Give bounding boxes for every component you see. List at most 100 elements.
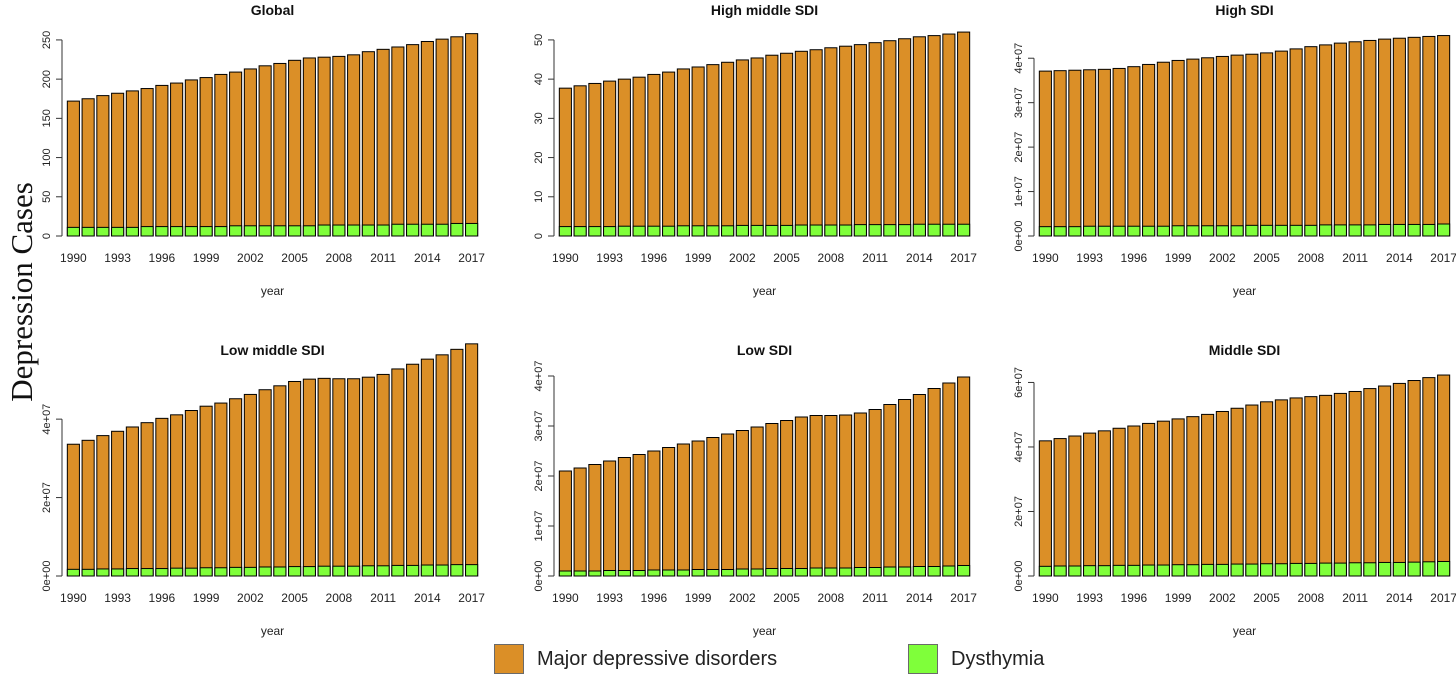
bar-major-2000 <box>706 64 720 237</box>
bar-dysthymia-2007 <box>809 224 823 237</box>
x-axis-label: year <box>1233 624 1256 638</box>
bar-dysthymia-2001 <box>229 225 243 237</box>
bar-major-2010 <box>853 44 867 237</box>
bar-dysthymia-2013 <box>406 223 420 237</box>
bar-dysthymia-1992 <box>1068 226 1082 237</box>
x-tick-label: 1999 <box>193 251 220 265</box>
bar-dysthymia-2008 <box>332 224 346 237</box>
bar-major-2001 <box>229 398 243 577</box>
bar-major-1993 <box>111 92 125 237</box>
bar-major-1999 <box>691 66 705 237</box>
bar-major-2013 <box>1378 385 1392 577</box>
bar-major-1998 <box>676 68 690 237</box>
bar-dysthymia-2011 <box>376 565 390 577</box>
bar-major-2004 <box>1245 404 1259 577</box>
bar-major-2005 <box>1260 401 1274 577</box>
bar-major-2010 <box>361 376 375 577</box>
x-tick-label: 1990 <box>1032 251 1059 265</box>
bar-major-2012 <box>883 404 897 577</box>
y-tick-label: 1e+07 <box>1013 176 1025 207</box>
bar-dysthymia-1996 <box>155 226 169 237</box>
bar-dysthymia-1990 <box>558 226 572 237</box>
y-tick-label: 2e+07 <box>1013 132 1025 163</box>
x-tick-label: 1996 <box>1121 591 1148 605</box>
bar-major-1992 <box>1068 69 1082 237</box>
bar-dysthymia-2010 <box>361 565 375 577</box>
bar-major-2006 <box>1274 399 1288 577</box>
bar-dysthymia-2015 <box>927 566 941 577</box>
bar-dysthymia-2013 <box>1378 561 1392 577</box>
bar-dysthymia-2014 <box>420 223 434 237</box>
bar-major-2007 <box>317 56 331 237</box>
x-tick-label: 2017 <box>950 591 977 605</box>
legend-swatch-dysthymia <box>908 644 938 674</box>
bar-major-1997 <box>170 82 184 237</box>
bar-major-2010 <box>1333 392 1347 577</box>
bar-dysthymia-2010 <box>853 224 867 237</box>
bar-dysthymia-1994 <box>617 570 631 577</box>
bar-dysthymia-2002 <box>1215 225 1229 237</box>
bar-major-1994 <box>1097 68 1111 237</box>
bar-major-1990 <box>1038 70 1052 237</box>
bar-major-2014 <box>420 358 434 577</box>
bar-dysthymia-2015 <box>927 223 941 237</box>
x-tick-label: 1993 <box>596 591 623 605</box>
bar-major-2011 <box>1348 41 1362 237</box>
chart-global-svg: Global 0 50 100 150 200 250 1990 1993 1996 1999 200… <box>41 2 485 298</box>
bar-dysthymia-2003 <box>258 225 272 237</box>
chart-panel-low-sdi: Low SDI 0e+00 1e+07 2e+07 3e+07 4e+07 1990 1993… <box>510 340 990 670</box>
bar-dysthymia-2009 <box>347 224 361 237</box>
x-axis-label: year <box>261 284 284 298</box>
x-tick-label: 1999 <box>1165 591 1192 605</box>
bar-dysthymia-2000 <box>706 225 720 237</box>
bar-major-2008 <box>824 415 838 577</box>
bar-dysthymia-1990 <box>1038 226 1052 237</box>
bar-major-2008 <box>824 47 838 237</box>
bar-dysthymia-2007 <box>317 224 331 237</box>
x-tick-label: 1993 <box>104 251 131 265</box>
bar-major-2013 <box>406 44 420 237</box>
bar-major-1994 <box>125 426 139 577</box>
bar-dysthymia-2017 <box>465 564 479 577</box>
x-tick-label: 2008 <box>326 591 353 605</box>
bar-major-2001 <box>721 433 735 577</box>
chart-title: Low middle SDI <box>220 342 324 358</box>
bar-major-1992 <box>588 464 602 577</box>
legend-label-major: Major depressive disorders <box>537 647 778 670</box>
bar-major-1995 <box>140 422 154 577</box>
bar-dysthymia-2008 <box>1304 562 1318 577</box>
x-tick-label: 1996 <box>641 251 668 265</box>
bar-major-1994 <box>125 90 139 237</box>
bar-dysthymia-1999 <box>1171 225 1185 237</box>
bar-dysthymia-2017 <box>1437 223 1451 237</box>
bar-dysthymia-2012 <box>1363 224 1377 237</box>
bar-major-1991 <box>573 85 587 237</box>
bar-major-2014 <box>912 394 926 577</box>
bar-dysthymia-1994 <box>1097 565 1111 577</box>
y-tick-label: 0 <box>41 233 53 239</box>
legend-swatch-major <box>494 644 524 674</box>
bar-dysthymia-1993 <box>603 570 617 577</box>
bar-major-2016 <box>1422 377 1436 577</box>
bar-dysthymia-1996 <box>1127 225 1141 237</box>
chart-low-sdi-svg: Low SDI 0e+00 1e+07 2e+07 3e+07 4e+07 1990 1993… <box>533 342 977 638</box>
x-tick-label: 2017 <box>950 251 977 265</box>
bar-major-1993 <box>111 430 125 577</box>
x-tick-label: 2008 <box>1298 591 1325 605</box>
bar-major-2017 <box>1437 374 1451 577</box>
chart-title: High middle SDI <box>711 2 818 18</box>
bar-dysthymia-2002 <box>243 566 257 577</box>
bar-dysthymia-1999 <box>691 569 705 577</box>
bar-dysthymia-1995 <box>1112 564 1126 577</box>
bar-major-1998 <box>184 79 198 237</box>
y-tick-label: 150 <box>41 109 53 127</box>
bar-major-1995 <box>1112 67 1126 237</box>
bar-major-2003 <box>258 65 272 237</box>
y-tick-label: 0e+00 <box>41 561 53 592</box>
bar-major-2004 <box>273 385 287 577</box>
x-axis-label: year <box>261 624 284 638</box>
chart-high-sdi-svg: High SDI 0e+00 1e+07 2e+07 3e+07 4e+07 1990 199… <box>1013 2 1456 298</box>
bar-major-1997 <box>170 414 184 577</box>
bar-major-1991 <box>1053 438 1067 577</box>
bar-major-2012 <box>1363 39 1377 237</box>
